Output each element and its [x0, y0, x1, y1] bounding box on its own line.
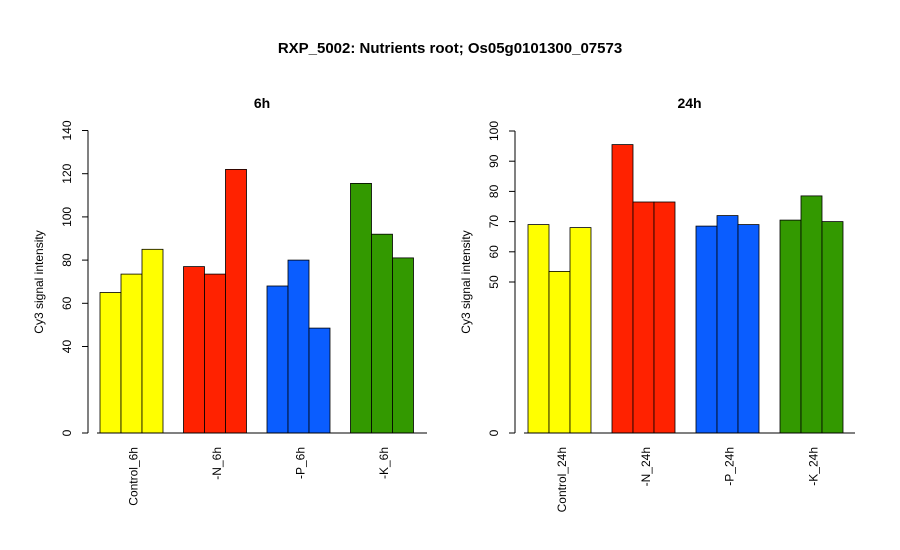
bar [371, 233, 393, 434]
y-tick-label: 120 [60, 163, 74, 183]
y-tick-label: 0 [60, 429, 74, 436]
y-tick-label: 70 [487, 215, 501, 229]
bar [120, 273, 143, 434]
category-label: Control_24h [555, 447, 569, 512]
bar [695, 225, 718, 434]
y-tick-label: 100 [60, 207, 74, 227]
y-tick-label: 90 [487, 154, 501, 168]
bar [821, 221, 844, 434]
panel-title: 24h [677, 95, 701, 111]
y-tick-label: 0 [487, 429, 501, 436]
y-tick-label: 80 [487, 184, 501, 198]
y-tick-label: 40 [60, 340, 74, 354]
category-label: -P_24h [723, 447, 737, 486]
bar [548, 270, 571, 434]
category-label: Control_6h [127, 447, 141, 506]
bar [527, 224, 550, 434]
y-tick-label: 140 [60, 120, 74, 140]
y-tick-label: 100 [487, 121, 501, 141]
bar [569, 227, 592, 434]
bar [800, 195, 823, 434]
y-axis-label: Cy3 signal intensity [32, 230, 46, 333]
bar [99, 292, 122, 434]
panel-title: 6h [254, 95, 270, 111]
y-tick-label: 60 [60, 296, 74, 310]
bar [716, 215, 739, 434]
bar [204, 273, 226, 434]
bar [392, 257, 414, 434]
panel-6h: 6h 0 40 60 80 100 120 140 Cy3 signal intensity Co… [32, 95, 427, 506]
bar [266, 285, 289, 434]
bar [653, 201, 676, 434]
bar [779, 219, 802, 434]
category-label: -K_24h [807, 447, 821, 486]
y-axis-label: Cy3 signal intensity [459, 230, 473, 333]
y-tick-label: 50 [487, 275, 501, 289]
bar [308, 327, 331, 434]
bar [737, 224, 760, 434]
bar [183, 266, 205, 434]
bar [350, 182, 372, 434]
category-label: -K_6h [377, 447, 391, 479]
panel-24h: 24h 0 50 60 70 80 90 100 Cy3 signal intensity Con… [459, 95, 855, 512]
y-tick-label: 60 [487, 245, 501, 259]
bar [141, 248, 164, 434]
bar [225, 168, 247, 434]
y-tick-label: 80 [60, 253, 74, 267]
category-label: -N_6h [210, 447, 224, 480]
category-label: -P_6h [294, 447, 308, 479]
category-label: -N_24h [639, 447, 653, 486]
bar [632, 201, 655, 434]
main-title: RXP_5002: Nutrients root; Os05g0101300_0… [278, 40, 622, 57]
bar [611, 144, 634, 434]
bar [287, 259, 310, 434]
